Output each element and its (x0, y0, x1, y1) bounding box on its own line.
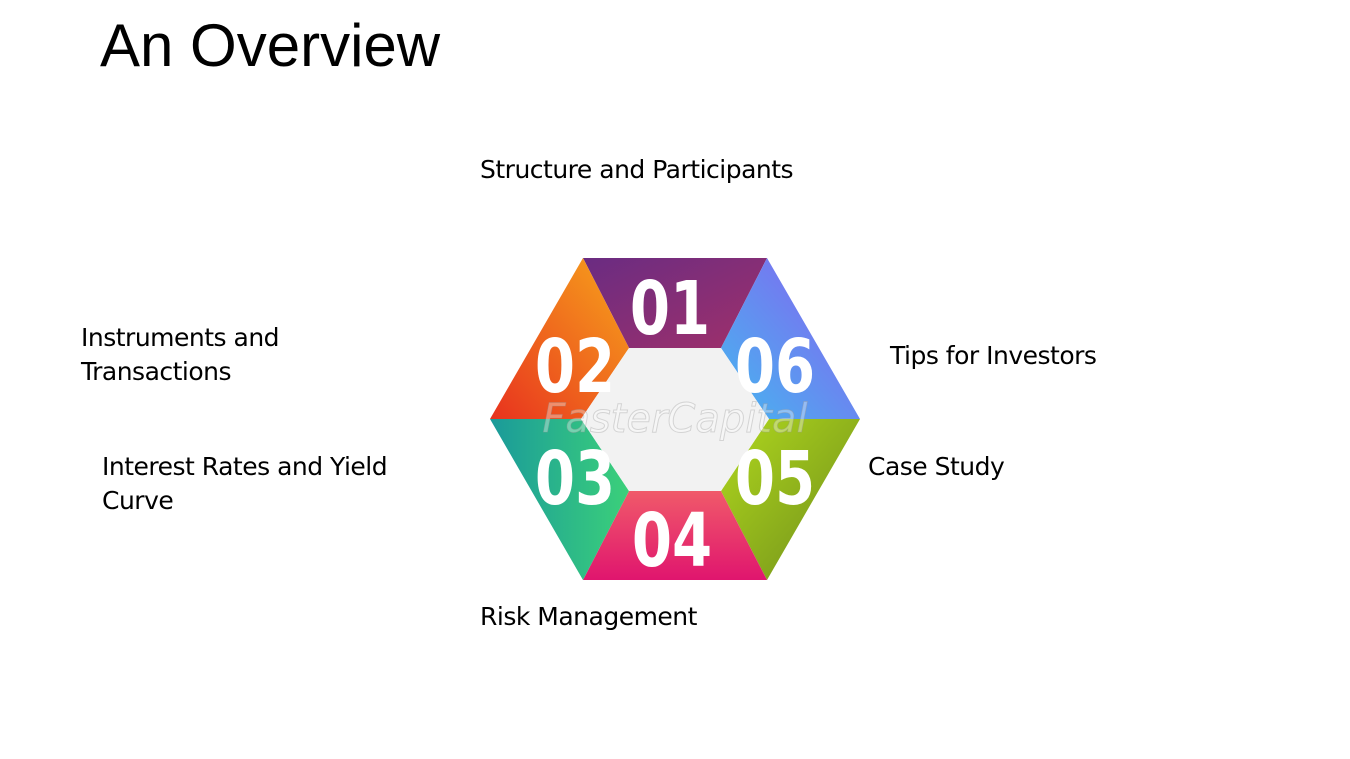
segment-label-tips-for-investors: Tips for Investors (890, 341, 1097, 370)
segment-02-shape (490, 258, 629, 419)
segment-label-risk-management: Risk Management (480, 602, 697, 631)
hexagon-diagram: FasterCapital 01 02 06 03 05 04 (490, 258, 860, 584)
segment-01-number: 01 (630, 265, 710, 352)
segment-label-structure-and-participants: Structure and Participants (480, 155, 794, 184)
segment-05-number: 05 (735, 435, 815, 522)
segment-06-number: 06 (735, 323, 815, 410)
segment-label-case-study: Case Study (868, 452, 1005, 481)
watermark-text: FasterCapital (542, 396, 807, 442)
segment-04-shape (583, 491, 767, 580)
segment-label-instruments-and-transactions: Instruments and Transactions (81, 323, 280, 386)
center-hexagon (581, 348, 769, 491)
segment-02-number: 02 (535, 323, 615, 410)
segment-06-shape (721, 258, 860, 419)
segment-05-shape (721, 419, 860, 580)
page-title: An Overview (100, 12, 441, 79)
segment-03-number: 03 (535, 435, 615, 522)
segment-04-number: 04 (632, 497, 712, 584)
segment-01-shape (583, 258, 767, 348)
segment-03-shape (490, 419, 629, 580)
segment-label-interest-rates-and-yield-curve: Interest Rates and Yield Curve (102, 452, 388, 515)
